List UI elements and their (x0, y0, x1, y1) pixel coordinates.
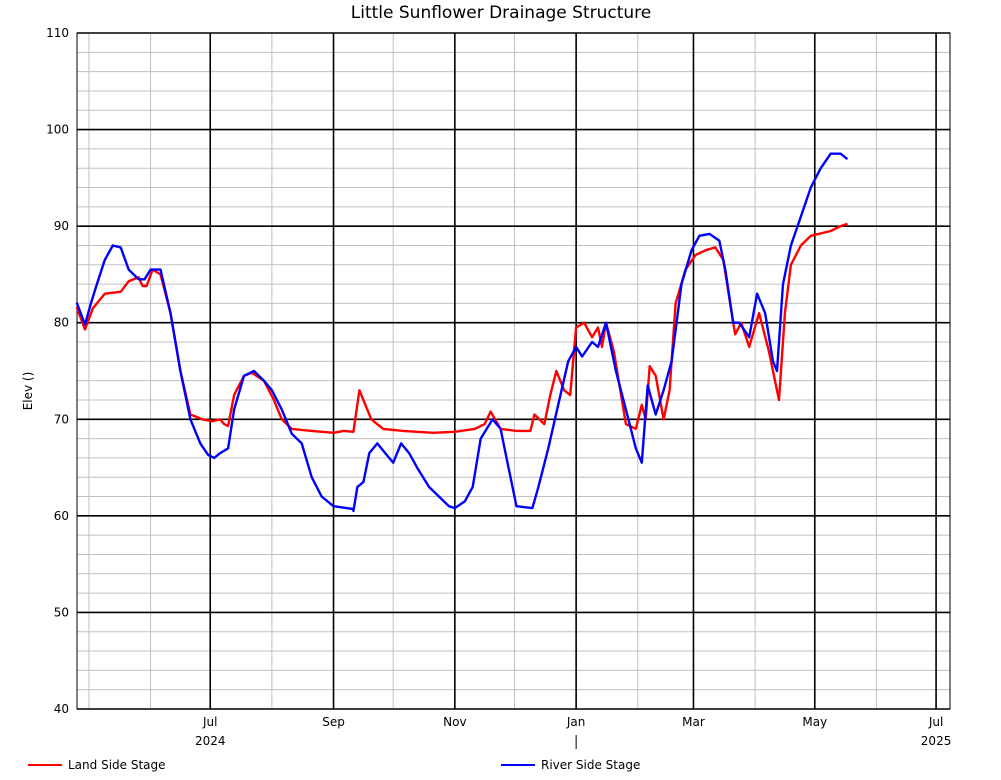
legend-label-1: River Side Stage (541, 758, 640, 772)
series-layer (75, 152, 848, 513)
y-tick-label: 60 (54, 509, 69, 523)
x-tick-label: Jul (928, 715, 943, 729)
x-tick-label: Jan (566, 715, 586, 729)
major-grid (77, 32, 950, 710)
x-axis: Jul Sep Nov Jan Mar May Jul 2024 2025 (195, 715, 951, 749)
y-tick-label: 90 (54, 219, 69, 233)
x-tick-label: Sep (322, 715, 345, 729)
y-tick-label: 40 (54, 702, 69, 716)
legend: Land Side Stage River Side Stage (28, 758, 640, 772)
minor-grid (77, 33, 950, 709)
x-tick-label: Mar (682, 715, 705, 729)
x-year-label: 2024 (195, 734, 226, 748)
y-tick-label: 50 (54, 605, 69, 619)
chart-title: Little Sunflower Drainage Structure (351, 3, 651, 23)
series-line-1 (75, 152, 848, 513)
legend-label-0: Land Side Stage (68, 758, 166, 772)
x-year-label: 2025 (921, 734, 952, 748)
plot-frame (76, 32, 951, 710)
x-tick-label: Jul (202, 715, 217, 729)
y-axis-label: Elev () (21, 372, 35, 411)
y-axis: 40 50 60 70 80 90 100 110 (46, 26, 69, 716)
x-tick-label: May (802, 715, 827, 729)
series-line-0 (75, 223, 848, 434)
x-tick-label: Nov (443, 715, 466, 729)
y-tick-label: 70 (54, 412, 69, 426)
y-tick-label: 80 (54, 316, 69, 330)
y-tick-label: 110 (46, 26, 69, 40)
y-tick-label: 100 (46, 123, 69, 137)
